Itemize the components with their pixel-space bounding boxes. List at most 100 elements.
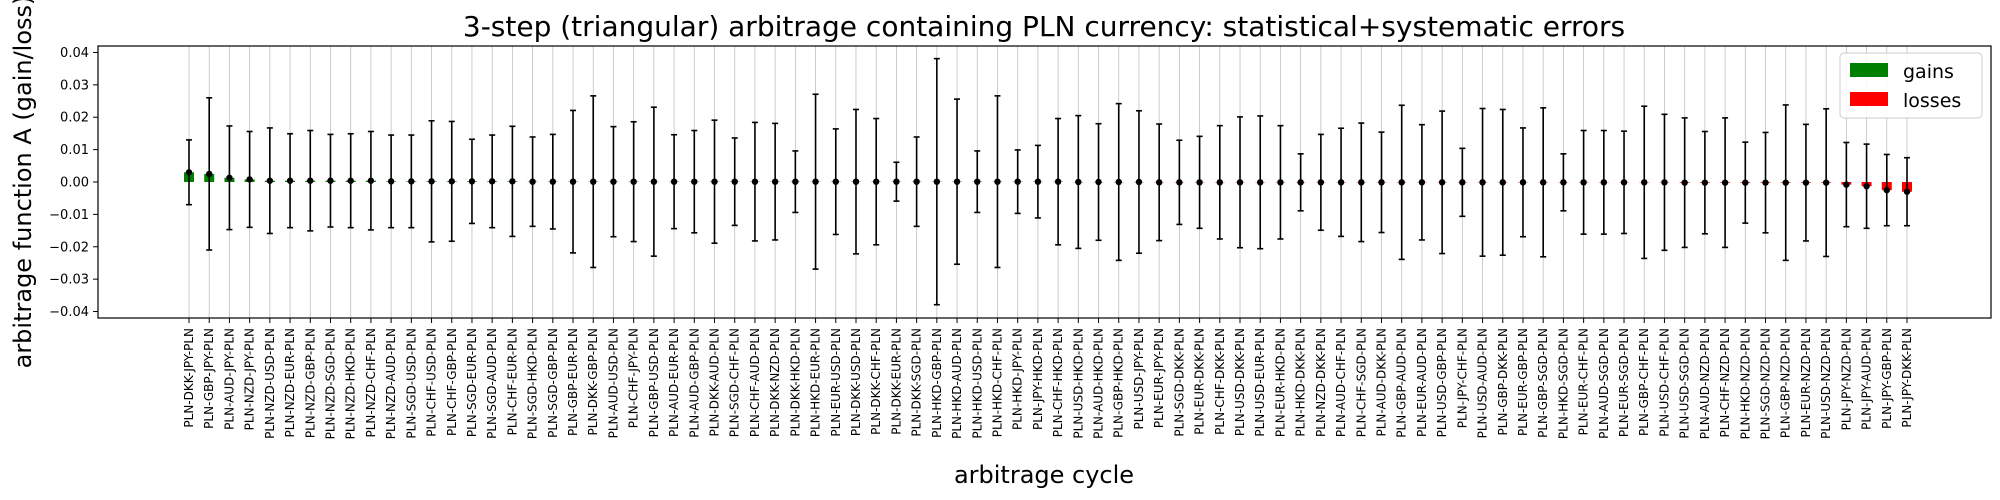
x-tick-label-54: PLN-EUR-HKD-PLN xyxy=(1273,328,1287,437)
point-21 xyxy=(610,178,617,185)
point-28 xyxy=(751,178,759,185)
x-tick-label-39: PLN-HKD-USD-PLN xyxy=(970,328,984,439)
point-24 xyxy=(670,178,678,185)
x-axis-label: arbitrage cycle xyxy=(954,461,1134,489)
point-61 xyxy=(1418,179,1426,186)
x-tick-label-32: PLN-EUR-USD-PLN xyxy=(829,328,843,437)
x-tick-label-40: PLN-HKD-CHF-PLN xyxy=(990,328,1004,437)
point-11 xyxy=(408,178,415,185)
x-tick-label-23: PLN-GBP-USD-PLN xyxy=(647,328,661,437)
point-10 xyxy=(387,178,395,185)
x-tick-label-48: PLN-EUR-JPY-PLN xyxy=(1152,328,1166,428)
point-81 xyxy=(1822,179,1830,186)
x-tick-label-20: PLN-DKK-GBP-PLN xyxy=(586,328,600,435)
point-76 xyxy=(1721,179,1729,186)
x-tick-label-62: PLN-USD-GBP-PLN xyxy=(1435,328,1449,437)
point-51 xyxy=(1216,179,1224,186)
point-30 xyxy=(792,178,799,185)
x-tick-label-59: PLN-AUD-DKK-PLN xyxy=(1374,328,1388,436)
point-39 xyxy=(974,178,981,185)
point-7 xyxy=(327,177,334,184)
x-tick-label-49: PLN-SGD-DKK-PLN xyxy=(1172,328,1186,437)
x-tick-label-84: PLN-JPY-GBP-PLN xyxy=(1880,328,1894,429)
x-tick-label-43: PLN-CHF-HKD-PLN xyxy=(1051,328,1065,437)
x-tick-label-31: PLN-HKD-EUR-PLN xyxy=(809,328,823,437)
point-40 xyxy=(994,178,1001,185)
bars xyxy=(184,172,1912,192)
point-62 xyxy=(1438,179,1446,186)
x-tick-label-74: PLN-USD-SGD-PLN xyxy=(1678,328,1692,439)
x-tick-label-36: PLN-DKK-SGD-PLN xyxy=(910,328,924,437)
point-25 xyxy=(691,178,698,185)
x-tick-label-1: PLN-GBP-JPY-PLN xyxy=(202,328,216,429)
point-57 xyxy=(1337,179,1345,186)
point-73 xyxy=(1661,179,1668,186)
x-tick-label-53: PLN-USD-EUR-PLN xyxy=(1253,328,1267,437)
point-43 xyxy=(1054,178,1062,185)
x-tick-label-17: PLN-SGD-HKD-PLN xyxy=(526,328,540,439)
x-tick-label-68: PLN-HKD-SGD-PLN xyxy=(1556,328,1570,439)
point-15 xyxy=(488,178,496,185)
point-78 xyxy=(1762,179,1769,186)
x-tick-label-60: PLN-GBP-AUD-PLN xyxy=(1395,328,1409,438)
point-16 xyxy=(509,178,516,185)
x-tick-label-18: PLN-SGD-GBP-PLN xyxy=(546,328,560,438)
x-tick-label-85: PLN-JPY-DKK-PLN xyxy=(1900,328,1914,428)
point-34 xyxy=(873,178,880,185)
point-5 xyxy=(286,177,294,184)
x-tick-label-81: PLN-USD-NZD-PLN xyxy=(1819,328,1833,439)
point-44 xyxy=(1075,178,1082,186)
x-tick-label-9: PLN-NZD-CHF-PLN xyxy=(364,328,378,438)
x-tick-label-55: PLN-HKD-DKK-PLN xyxy=(1294,328,1308,437)
point-72 xyxy=(1641,179,1648,186)
point-36 xyxy=(913,178,920,185)
chart-title: 3-step (triangular) arbitrage containing… xyxy=(463,10,1625,43)
x-tick-label-34: PLN-DKK-CHF-PLN xyxy=(869,328,883,435)
point-29 xyxy=(771,178,779,185)
x-tick-label-63: PLN-JPY-CHF-PLN xyxy=(1455,328,1469,428)
point-19 xyxy=(569,178,577,185)
x-tick-label-0: PLN-DKK-JPY-PLN xyxy=(182,328,196,428)
x-tick-label-70: PLN-AUD-SGD-PLN xyxy=(1597,328,1611,439)
x-tick-label-51: PLN-CHF-DKK-PLN xyxy=(1213,328,1227,435)
grid xyxy=(188,46,1908,318)
x-tick-label-7: PLN-NZD-SGD-PLN xyxy=(323,328,337,439)
x-tick-label-79: PLN-GBP-NZD-PLN xyxy=(1779,328,1793,438)
x-tick-label-12: PLN-CHF-USD-PLN xyxy=(425,328,439,437)
point-31 xyxy=(812,178,819,185)
point-48 xyxy=(1155,179,1163,186)
x-tick-label-25: PLN-AUD-GBP-PLN xyxy=(687,328,701,438)
point-17 xyxy=(529,178,536,185)
point-75 xyxy=(1701,179,1709,186)
y-tick-label-5: 0.01 xyxy=(60,143,89,158)
point-49 xyxy=(1176,179,1183,186)
x-tick-label-42: PLN-JPY-HKD-PLN xyxy=(1031,328,1045,430)
point-45 xyxy=(1095,178,1102,186)
point-54 xyxy=(1277,179,1284,186)
point-26 xyxy=(711,178,718,185)
point-3 xyxy=(246,176,253,183)
point-2 xyxy=(226,174,233,181)
points xyxy=(185,169,1911,195)
x-tick-label-41: PLN-HKD-JPY-PLN xyxy=(1011,328,1025,430)
point-82 xyxy=(1843,181,1850,188)
legend-label-losses: losses xyxy=(1903,90,1961,112)
y-tick-label-2: −0.02 xyxy=(49,240,89,255)
x-tick-label-76: PLN-CHF-NZD-PLN xyxy=(1718,328,1732,438)
point-71 xyxy=(1620,179,1628,186)
x-tick-label-64: PLN-USD-AUD-PLN xyxy=(1476,328,1490,438)
point-12 xyxy=(428,178,435,185)
point-14 xyxy=(468,178,476,185)
point-20 xyxy=(590,178,597,185)
x-tick-label-8: PLN-NZD-HKD-PLN xyxy=(344,328,358,439)
x-tick-label-5: PLN-NZD-EUR-PLN xyxy=(283,328,297,437)
point-9 xyxy=(367,177,375,184)
x-tick-label-24: PLN-AUD-EUR-PLN xyxy=(667,328,681,437)
x-tick-label-37: PLN-HKD-GBP-PLN xyxy=(930,328,944,438)
legend-label-gains: gains xyxy=(1903,61,1954,83)
point-47 xyxy=(1135,178,1143,186)
x-tick-label-22: PLN-CHF-JPY-PLN xyxy=(627,328,641,428)
point-80 xyxy=(1802,179,1810,186)
x-tick-label-2: PLN-AUD-JPY-PLN xyxy=(222,328,236,430)
point-66 xyxy=(1519,179,1527,186)
